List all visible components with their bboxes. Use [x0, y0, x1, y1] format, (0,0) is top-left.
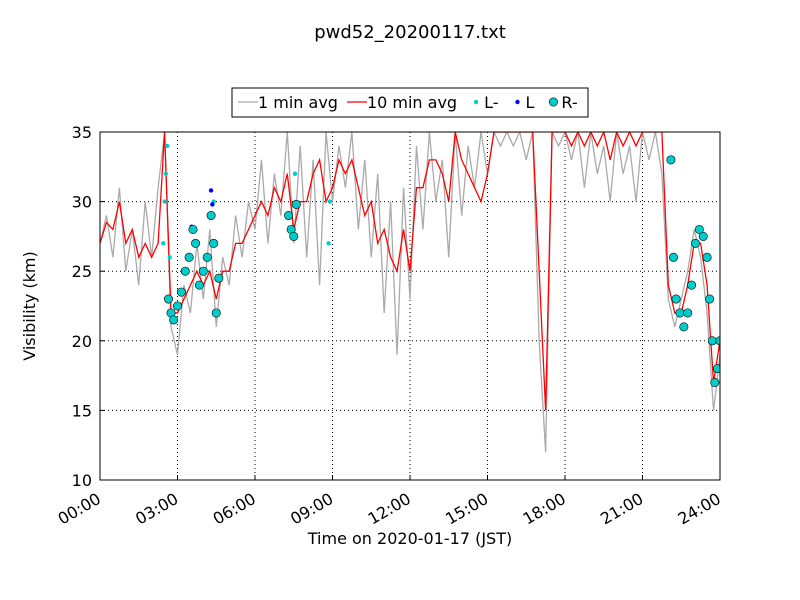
point [687, 280, 697, 290]
x-tick-label: 12:00 [365, 489, 414, 529]
point [164, 143, 170, 149]
y-tick-label: 30 [72, 193, 92, 212]
point [292, 171, 298, 176]
y-tick-label: 20 [72, 332, 92, 351]
point [698, 231, 708, 241]
point [707, 336, 717, 346]
point [675, 308, 685, 318]
x-tick-label: 24:00 [675, 489, 724, 529]
point [327, 199, 333, 204]
legend-box [231, 87, 589, 118]
x-tick-label: 18:00 [520, 489, 569, 529]
point [206, 211, 216, 221]
point [666, 155, 676, 165]
line-series [100, 132, 720, 453]
y-axis-label: Visibility (km) [20, 251, 39, 360]
point [211, 308, 221, 318]
x-tick-label: 00:00 [55, 489, 104, 529]
point [176, 287, 186, 297]
point [668, 252, 678, 262]
legend-swatch [515, 99, 520, 105]
point [161, 241, 166, 246]
point [712, 364, 720, 374]
point [163, 294, 173, 304]
point [194, 280, 204, 290]
point [679, 322, 689, 332]
point [208, 188, 214, 193]
point [198, 266, 208, 276]
point [162, 199, 167, 204]
point [705, 294, 715, 304]
x-tick-label: 21:00 [597, 489, 646, 529]
point [169, 315, 179, 325]
point [214, 273, 224, 283]
x-axis-label: Time on 2020-01-17 (JST) [307, 529, 512, 548]
x-tick-label: 09:00 [287, 489, 336, 529]
point [291, 199, 301, 209]
point [671, 294, 681, 304]
point [184, 252, 194, 262]
point [710, 378, 720, 388]
point [326, 241, 331, 246]
x-tick-label: 06:00 [210, 489, 259, 529]
point [690, 238, 700, 248]
point [173, 301, 183, 311]
legend-label: 1 min avg [258, 93, 338, 112]
y-tick-label: 25 [72, 262, 92, 281]
point [180, 266, 190, 276]
point [209, 238, 219, 248]
point [289, 231, 299, 241]
plot-area [100, 132, 720, 453]
legend-label: L [526, 93, 535, 112]
point [284, 211, 294, 221]
legend-swatch [473, 99, 479, 105]
point [163, 171, 169, 176]
point [191, 238, 201, 248]
y-tick-label: 10 [72, 471, 92, 490]
point [188, 224, 198, 234]
point [167, 255, 172, 260]
x-tick-label: 15:00 [442, 489, 491, 529]
legend-label: R- [561, 93, 577, 112]
legend-label: L- [484, 93, 498, 112]
plot-frame [99, 131, 721, 481]
x-tick-label: 03:00 [132, 489, 181, 529]
y-tick-label: 15 [72, 401, 92, 420]
y-tick-label: 35 [72, 123, 92, 142]
point [702, 252, 712, 262]
point [202, 252, 212, 262]
legend-swatch [548, 97, 558, 107]
point [210, 202, 215, 207]
point [683, 308, 693, 318]
point [694, 224, 704, 234]
chart-title: pwd52_20200117.txt [314, 22, 506, 43]
legend-label: 10 min avg [367, 93, 457, 112]
